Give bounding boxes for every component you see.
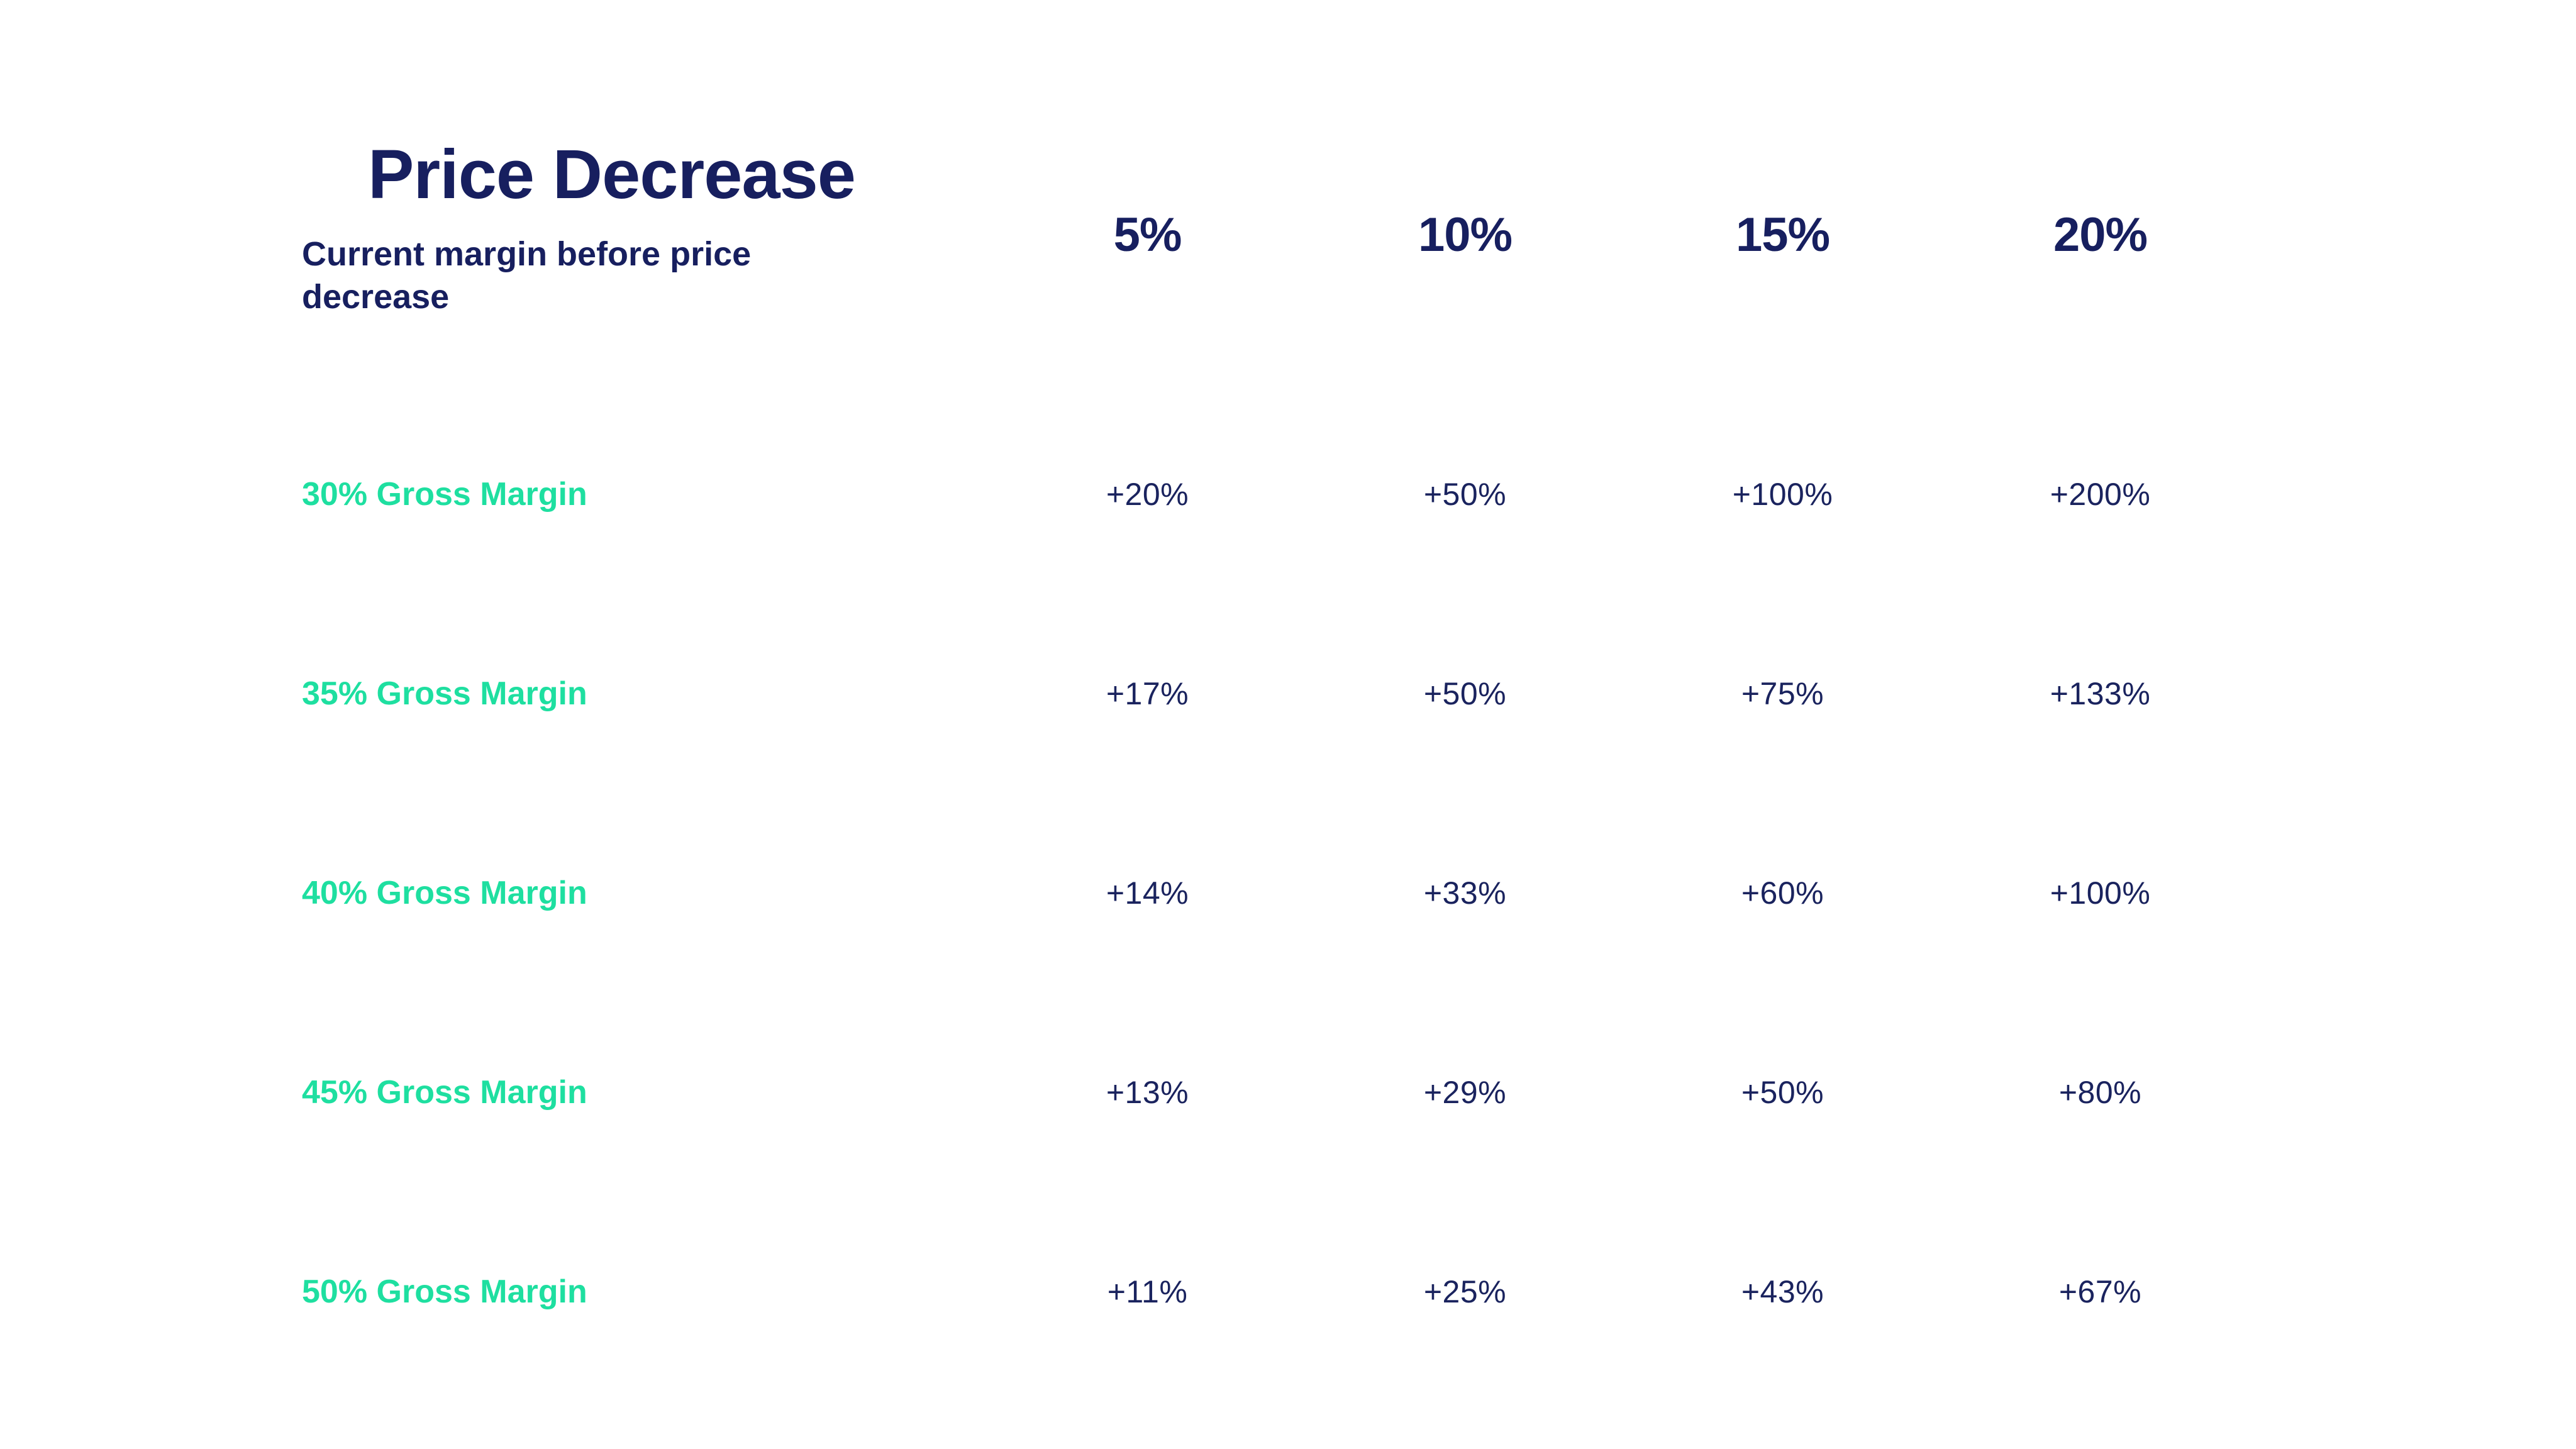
value-cell: +50% <box>1423 476 1507 512</box>
row-label: 40% Gross Margin <box>302 874 587 911</box>
table-subtitle: Current margin before price decrease <box>302 235 752 316</box>
value-cell: +100% <box>1732 476 1833 512</box>
value-cell: +60% <box>1741 875 1824 911</box>
table-title-block: Price Decrease Current margin before pri… <box>302 0 989 318</box>
table-header-row: Price Decrease Current margin before pri… <box>302 0 2299 394</box>
table-row: 30% Gross Margin +20% +50% +100% +200% <box>302 394 2299 594</box>
table-row: 40% Gross Margin +14% +33% +60% +100% <box>302 793 2299 992</box>
value-cell: +200% <box>2050 476 2151 512</box>
value-cell: +133% <box>2050 675 2151 711</box>
row-label: 30% Gross Margin <box>302 475 587 513</box>
value-cell: +67% <box>2058 1274 2142 1309</box>
value-cell: +17% <box>1106 675 1189 711</box>
row-label: 50% Gross Margin <box>302 1273 587 1310</box>
value-cell: +20% <box>1106 476 1189 512</box>
value-cell: +43% <box>1741 1274 1824 1309</box>
value-cell: +29% <box>1423 1074 1507 1110</box>
value-cell: +100% <box>2050 875 2151 911</box>
value-cell: +11% <box>1107 1274 1188 1309</box>
value-cell: +13% <box>1106 1074 1189 1110</box>
value-cell: +14% <box>1106 875 1189 911</box>
page-title: Price Decrease <box>368 136 856 213</box>
row-label: 35% Gross Margin <box>302 675 587 712</box>
table-row: 50% Gross Margin +11% +25% +43% +67% <box>302 1192 2299 1391</box>
value-cell: +75% <box>1741 675 1824 711</box>
column-header-20-percent: 20% <box>2053 208 2148 262</box>
column-header-10-percent: 10% <box>1418 208 1513 262</box>
column-header-5-percent: 5% <box>1113 208 1182 262</box>
table-row: 45% Gross Margin +13% +29% +50% +80% <box>302 992 2299 1192</box>
value-cell: +50% <box>1741 1074 1824 1110</box>
row-label: 45% Gross Margin <box>302 1074 587 1111</box>
column-header-15-percent: 15% <box>1735 208 1830 262</box>
table-row: 35% Gross Margin +17% +50% +75% +133% <box>302 594 2299 793</box>
value-cell: +25% <box>1423 1274 1507 1309</box>
value-cell: +50% <box>1423 675 1507 711</box>
value-cell: +80% <box>2058 1074 2142 1110</box>
value-cell: +33% <box>1423 875 1507 911</box>
